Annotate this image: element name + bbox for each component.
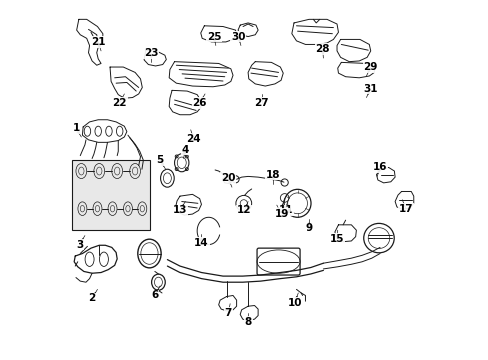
Text: 20: 20 xyxy=(221,173,235,183)
Text: 12: 12 xyxy=(237,206,251,216)
Text: 13: 13 xyxy=(172,206,187,216)
Text: 6: 6 xyxy=(151,291,158,301)
Text: 25: 25 xyxy=(206,32,221,41)
Text: 28: 28 xyxy=(315,44,329,54)
Text: 27: 27 xyxy=(254,98,268,108)
Text: 18: 18 xyxy=(265,170,280,180)
Text: 2: 2 xyxy=(88,293,96,303)
Text: 1: 1 xyxy=(72,123,80,133)
Text: 19: 19 xyxy=(274,209,289,219)
Text: 22: 22 xyxy=(112,98,127,108)
Text: 31: 31 xyxy=(363,84,377,94)
Text: 14: 14 xyxy=(194,238,208,248)
Text: 8: 8 xyxy=(244,317,251,327)
Text: 15: 15 xyxy=(329,234,344,244)
Text: 3: 3 xyxy=(76,239,83,249)
Text: 16: 16 xyxy=(372,162,386,172)
Text: 10: 10 xyxy=(287,298,301,308)
Text: 11: 11 xyxy=(278,206,292,216)
Text: 23: 23 xyxy=(144,48,158,58)
Text: 17: 17 xyxy=(398,204,412,214)
Text: 29: 29 xyxy=(363,62,377,72)
Text: 4: 4 xyxy=(181,144,189,154)
Text: 30: 30 xyxy=(231,32,245,41)
Text: 24: 24 xyxy=(186,134,201,144)
Text: 26: 26 xyxy=(192,98,206,108)
FancyBboxPatch shape xyxy=(72,160,149,230)
Text: 9: 9 xyxy=(305,224,312,233)
Text: 7: 7 xyxy=(224,308,232,318)
Text: 21: 21 xyxy=(91,37,105,47)
Text: 5: 5 xyxy=(156,155,163,165)
